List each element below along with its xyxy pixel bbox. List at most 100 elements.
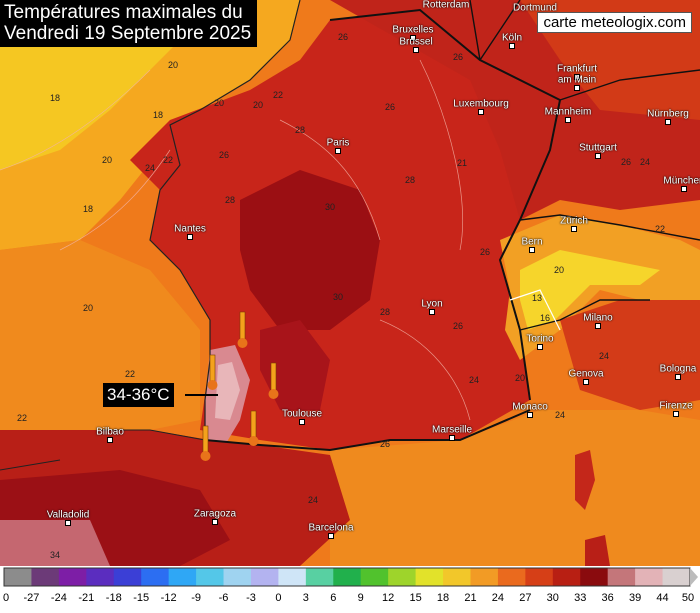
isotherm-value: 18 xyxy=(152,110,164,120)
legend-tick-label: -15 xyxy=(133,592,150,604)
isotherm-value: 21 xyxy=(456,158,468,168)
city-marker xyxy=(478,109,484,115)
city-marker xyxy=(328,533,334,539)
legend-tick-label: 39 xyxy=(628,592,642,604)
legend-tick-label: 15 xyxy=(409,592,422,604)
city-label: Marseille xyxy=(431,424,473,436)
legend-tick-label: 44 xyxy=(656,592,669,604)
title-line-1: Températures maximales du xyxy=(4,2,243,23)
isotherm-value: 18 xyxy=(49,93,61,103)
city-marker xyxy=(537,344,543,350)
isotherm-value: 18 xyxy=(82,204,94,214)
city-label: Dortmund xyxy=(513,2,557,14)
city-marker xyxy=(65,520,71,526)
legend-tick-label: 21 xyxy=(464,592,477,604)
city-marker xyxy=(529,247,535,253)
isotherm-value: 26 xyxy=(452,321,464,331)
isotherm-value: 22 xyxy=(16,413,28,423)
legend-tick-label: 0 xyxy=(2,592,10,604)
isotherm-value: 28 xyxy=(294,125,306,135)
color-scale-legend: 0 -27 -24 -21 -18 -15 -12 -9 -6 -3 0 3 6 9 12 15 18 21 24 2… xyxy=(0,566,700,613)
legend-tick-label: -3 xyxy=(246,592,256,604)
isotherm-value: 20 xyxy=(101,155,113,165)
legend-tick-label: -12 xyxy=(160,592,177,604)
legend-tick-label: 50 xyxy=(681,592,695,604)
isotherm-value: 24 xyxy=(554,410,566,420)
city-marker xyxy=(595,323,601,329)
temperature-callout: 34-36°C xyxy=(103,383,174,407)
city-label: Nürnberg xyxy=(647,108,689,120)
city-label: Nantes xyxy=(174,223,206,235)
legend-swatch xyxy=(168,568,197,586)
city-label: Lyon xyxy=(421,298,443,310)
city-marker xyxy=(410,35,416,41)
isotherm-value: 26 xyxy=(379,439,391,449)
isotherm-value: 20 xyxy=(514,373,526,383)
city-label: Barcelona xyxy=(308,522,354,534)
isotherm-value: 30 xyxy=(324,202,336,212)
isotherm-value: 24 xyxy=(598,351,610,361)
city-marker xyxy=(583,379,589,385)
legend-tick-label: -21 xyxy=(78,592,95,604)
legend-swatch xyxy=(388,568,417,586)
isotherm-value: 26 xyxy=(620,157,632,167)
city-label: Luxembourg xyxy=(453,98,509,110)
city-marker xyxy=(299,419,305,425)
city-label: Rotterdam xyxy=(422,0,470,11)
legend-swatch xyxy=(223,568,252,586)
legend-swatch xyxy=(4,568,32,586)
city-marker xyxy=(574,85,580,91)
isotherm-value: 26 xyxy=(452,52,464,62)
city-marker xyxy=(449,435,455,441)
city-marker xyxy=(673,411,679,417)
isotherm-value: 28 xyxy=(224,195,236,205)
city-label: Köln xyxy=(501,32,523,44)
legend-tick-label: 24 xyxy=(491,592,505,604)
map-title: Températures maximales du Vendredi 19 Se… xyxy=(0,0,258,47)
isotherm-value: 16 xyxy=(539,313,551,323)
city-label: Valladolid xyxy=(46,509,90,521)
legend-arrow xyxy=(690,568,698,586)
legend-tick-label: 3 xyxy=(302,592,309,604)
isotherm-value: 24 xyxy=(639,157,651,167)
city-marker xyxy=(429,309,435,315)
city-marker xyxy=(565,117,571,123)
legend-swatch xyxy=(305,568,334,586)
legend-tick-label: 33 xyxy=(574,592,587,604)
legend-swatch xyxy=(552,568,581,586)
city-label: Bilbao xyxy=(96,426,124,438)
legend-swatch xyxy=(58,568,87,586)
thermometer-icon xyxy=(248,410,259,446)
isotherm-value: 26 xyxy=(337,32,349,42)
legend-swatch xyxy=(470,568,499,586)
isotherm-value: 20 xyxy=(82,303,94,313)
city-marker xyxy=(527,412,533,418)
title-line-2: Vendredi 19 Septembre 2025 xyxy=(4,23,252,44)
legend-swatch xyxy=(497,568,526,586)
city-marker xyxy=(574,74,580,80)
credit-link[interactable]: carte meteologix.com xyxy=(537,12,692,33)
city-label: Paris xyxy=(326,137,350,149)
legend-swatch xyxy=(333,568,362,586)
city-label: Bern xyxy=(521,236,543,248)
legend-tick-label: 0 xyxy=(275,592,282,604)
thermometer-icon xyxy=(268,362,279,399)
city-label: Stuttgart xyxy=(579,142,617,154)
isotherm-value: 20 xyxy=(553,265,565,275)
isotherm-value: 28 xyxy=(379,307,391,317)
thermometer-icon xyxy=(200,425,211,461)
city-marker xyxy=(212,519,218,525)
city-marker xyxy=(595,153,601,159)
legend-swatch xyxy=(443,568,471,586)
city-marker xyxy=(571,226,577,232)
isotherm-value: 22 xyxy=(272,90,284,100)
city-marker xyxy=(335,148,341,154)
legend-tick-label: -27 xyxy=(23,592,40,604)
isotherm-value: 22 xyxy=(124,369,136,379)
legend-swatch xyxy=(113,568,142,586)
city-label: Frankfurt xyxy=(556,63,598,75)
isotherm-value: 24 xyxy=(468,375,480,385)
city-marker xyxy=(107,437,113,443)
legend-tick-label: 36 xyxy=(601,592,614,604)
city-label: Toulouse xyxy=(281,408,323,420)
